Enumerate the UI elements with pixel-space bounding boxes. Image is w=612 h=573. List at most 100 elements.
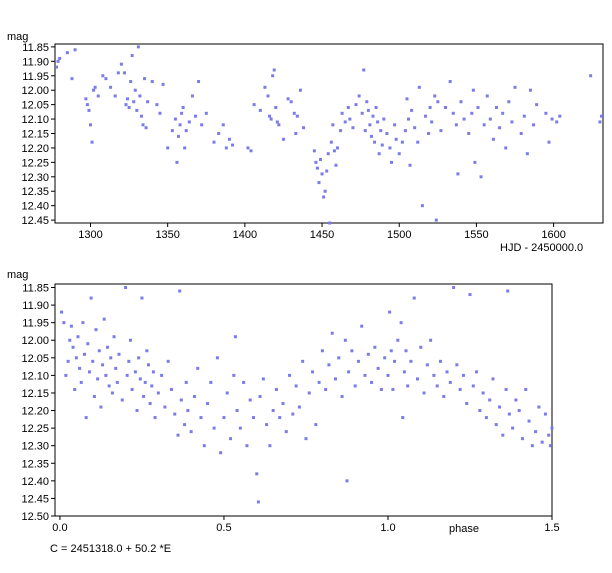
data-point bbox=[166, 359, 170, 363]
data-point bbox=[60, 310, 64, 314]
data-point bbox=[501, 433, 505, 437]
x-tick-label: 1.0 bbox=[380, 522, 395, 534]
data-point bbox=[107, 384, 111, 388]
data-point bbox=[511, 426, 515, 430]
data-point bbox=[550, 426, 554, 430]
data-point bbox=[363, 373, 367, 377]
data-point bbox=[504, 146, 508, 150]
data-point bbox=[544, 111, 548, 115]
data-point bbox=[89, 123, 93, 127]
data-point bbox=[444, 106, 448, 110]
data-point bbox=[348, 117, 352, 121]
data-point bbox=[307, 391, 311, 395]
data-point bbox=[65, 51, 69, 55]
data-point bbox=[261, 377, 265, 381]
data-point bbox=[155, 103, 159, 107]
data-point bbox=[354, 103, 358, 107]
data-point bbox=[332, 149, 336, 153]
data-point bbox=[403, 129, 407, 133]
data-point bbox=[212, 426, 216, 430]
data-point bbox=[151, 370, 155, 374]
data-point bbox=[173, 412, 177, 416]
data-point bbox=[180, 111, 184, 115]
data-point bbox=[402, 370, 406, 374]
data-point bbox=[109, 85, 113, 89]
data-point bbox=[412, 296, 416, 300]
data-point bbox=[465, 402, 469, 406]
data-point bbox=[498, 126, 502, 130]
data-point bbox=[178, 289, 182, 293]
data-point bbox=[331, 123, 335, 127]
data-point bbox=[451, 111, 455, 115]
data-point bbox=[301, 359, 305, 363]
data-point bbox=[202, 444, 206, 448]
data-point bbox=[439, 129, 443, 133]
data-point bbox=[242, 380, 246, 384]
data-point bbox=[99, 405, 103, 409]
data-point bbox=[232, 373, 236, 377]
data-point bbox=[125, 373, 129, 377]
data-point bbox=[206, 402, 210, 406]
y-tick-label: 11.85 bbox=[22, 42, 49, 54]
data-point bbox=[158, 111, 162, 115]
data-point bbox=[97, 349, 101, 353]
data-point bbox=[200, 123, 204, 127]
data-point bbox=[137, 356, 141, 360]
data-point bbox=[599, 114, 603, 118]
data-point bbox=[73, 387, 77, 391]
data-point bbox=[272, 68, 276, 72]
data-point bbox=[104, 373, 108, 377]
data-point bbox=[314, 423, 318, 427]
y-tick-label: 12.35 bbox=[21, 186, 49, 198]
data-point bbox=[248, 398, 252, 402]
top-x-ticks: 1300 1350 1400 1450 1500 1550 1600 bbox=[78, 223, 566, 241]
y-tick-label: 12.25 bbox=[21, 423, 49, 435]
data-point bbox=[501, 111, 505, 115]
data-point bbox=[532, 123, 536, 127]
y-tick-label: 12.10 bbox=[21, 114, 49, 126]
data-point bbox=[388, 146, 392, 150]
data-point bbox=[491, 137, 495, 141]
data-point bbox=[85, 103, 89, 107]
data-point bbox=[326, 152, 330, 156]
data-point bbox=[163, 405, 167, 409]
y-tick-label: 11.90 bbox=[22, 300, 49, 312]
data-point bbox=[146, 100, 150, 104]
data-point bbox=[376, 120, 380, 124]
data-point bbox=[347, 370, 351, 374]
data-point bbox=[281, 137, 285, 141]
data-point bbox=[274, 387, 278, 391]
data-point bbox=[124, 286, 128, 290]
data-point bbox=[87, 108, 91, 112]
data-point bbox=[68, 338, 72, 342]
y-tick-label: 12.35 bbox=[21, 458, 49, 470]
data-point bbox=[351, 126, 355, 130]
data-point bbox=[286, 97, 290, 101]
data-point bbox=[534, 430, 538, 434]
data-point bbox=[435, 384, 439, 388]
data-point bbox=[294, 132, 298, 135]
data-point bbox=[122, 71, 126, 75]
data-point bbox=[530, 444, 534, 448]
data-point bbox=[114, 366, 118, 370]
top-y-axis-label: mag bbox=[7, 31, 28, 43]
data-point bbox=[258, 394, 262, 398]
data-point bbox=[396, 338, 400, 342]
data-point bbox=[343, 338, 347, 342]
data-point bbox=[156, 391, 160, 395]
data-point bbox=[415, 377, 419, 381]
data-point bbox=[589, 74, 593, 78]
data-point bbox=[102, 317, 106, 321]
data-point bbox=[416, 140, 420, 144]
y-tick-label: 12.40 bbox=[21, 476, 49, 488]
data-point bbox=[519, 132, 523, 135]
data-point bbox=[219, 451, 223, 455]
data-point bbox=[461, 373, 465, 377]
data-point bbox=[471, 88, 475, 92]
data-point bbox=[64, 373, 68, 377]
data-point bbox=[109, 356, 113, 360]
top-y-ticks: 11.85 11.90 11.95 12.00 12.05 12.10 12.15 12.20… bbox=[21, 42, 55, 227]
data-point bbox=[110, 391, 114, 395]
data-point bbox=[189, 430, 193, 434]
data-point bbox=[417, 85, 421, 89]
